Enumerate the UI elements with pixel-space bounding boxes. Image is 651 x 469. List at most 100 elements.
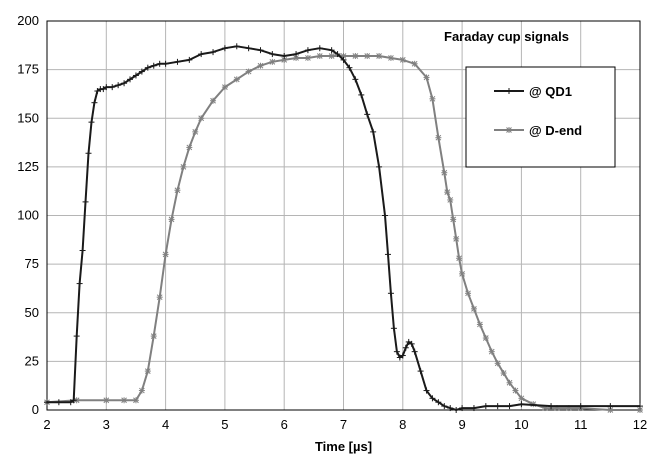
data-point [512,387,519,394]
data-point [293,51,300,58]
data-point [162,60,169,67]
data-point [441,403,448,410]
series-layer [44,43,643,413]
data-point [73,333,80,340]
data-point [174,58,181,65]
data-point [444,189,451,196]
data-point [281,53,288,60]
data-point [459,270,466,277]
data-point [79,247,86,254]
data-point [352,76,359,83]
data-point [82,198,89,205]
data-point [494,360,501,367]
data-point [103,84,110,91]
data-point [150,333,157,340]
data-point [186,144,193,151]
y-tick-label: 100 [17,208,39,223]
data-point [429,95,436,102]
data-point [370,128,377,135]
data-point [156,60,163,67]
data-point [456,255,463,262]
data-point [399,352,406,359]
data-point [103,397,110,404]
data-point [423,74,430,81]
data-point [518,395,525,402]
data-point [245,68,252,75]
data-point [138,68,145,75]
data-point [233,76,240,83]
data-point [387,290,394,297]
data-point [447,196,454,203]
data-point [494,403,501,410]
data-point [221,45,228,52]
legend-label-d-end: @ D-end [529,123,582,138]
data-point [364,111,371,118]
data-point [408,340,415,347]
data-point [518,401,525,408]
data-point [109,84,116,91]
data-point [476,321,483,328]
y-tick-label: 150 [17,110,39,125]
data-point [500,370,507,377]
data-point [577,403,584,410]
data-point [269,51,276,58]
data-point [488,348,495,355]
data-point [304,47,311,54]
data-point [70,397,77,404]
x-tick-label: 6 [281,417,288,432]
data-point [506,403,513,410]
legend-box [465,66,616,168]
data-point [387,54,394,61]
data-point [352,53,359,60]
data-point [127,76,134,83]
y-tick-labels: 0 25 50 75 100 125 150 175 200 [17,13,39,417]
data-point [482,403,489,410]
x-tick-label: 3 [103,417,110,432]
data-point [607,403,614,410]
legend-marker [506,127,512,133]
legend-label-qd1: @ QD1 [529,84,572,99]
data-point [132,72,139,79]
data-point [399,56,406,63]
x-tick-label: 9 [458,417,465,432]
chart-title: Faraday cup signals [444,29,569,44]
data-point [441,169,448,176]
series-qd1 [44,43,643,413]
x-tick-label: 8 [399,417,406,432]
data-point [435,134,442,141]
x-tick-label: 7 [340,417,347,432]
x-axis-title: Time [µs] [315,439,372,454]
plot-area-frame [46,20,641,411]
data-point [180,163,187,170]
data-point [334,51,341,58]
data-point [346,64,353,71]
data-point [465,290,472,297]
data-point [198,115,205,122]
x-tick-label: 12 [633,417,647,432]
x-tick-labels: 2 3 4 5 6 7 8 9 10 11 12 [43,417,647,432]
data-point [210,49,217,56]
x-tick-label: 5 [221,417,228,432]
legend: @ QD1 @ D-end [465,66,616,168]
data-point [91,99,98,106]
data-point [316,45,323,52]
data-point [44,399,50,406]
data-point [316,53,323,60]
x-tick-label: 4 [162,417,169,432]
data-point [453,407,460,413]
y-tick-label: 125 [17,159,39,174]
data-point [450,216,457,223]
data-point [459,405,466,412]
legend-marker [506,88,512,94]
data-point [144,368,151,375]
data-point [85,150,92,157]
data-point [162,251,169,258]
x-tick-label: 2 [43,417,50,432]
data-point [76,280,83,287]
data-point [447,405,454,412]
data-point [393,348,400,355]
y-tick-label: 25 [25,353,39,368]
data-point [358,91,365,98]
data-point [121,80,128,87]
